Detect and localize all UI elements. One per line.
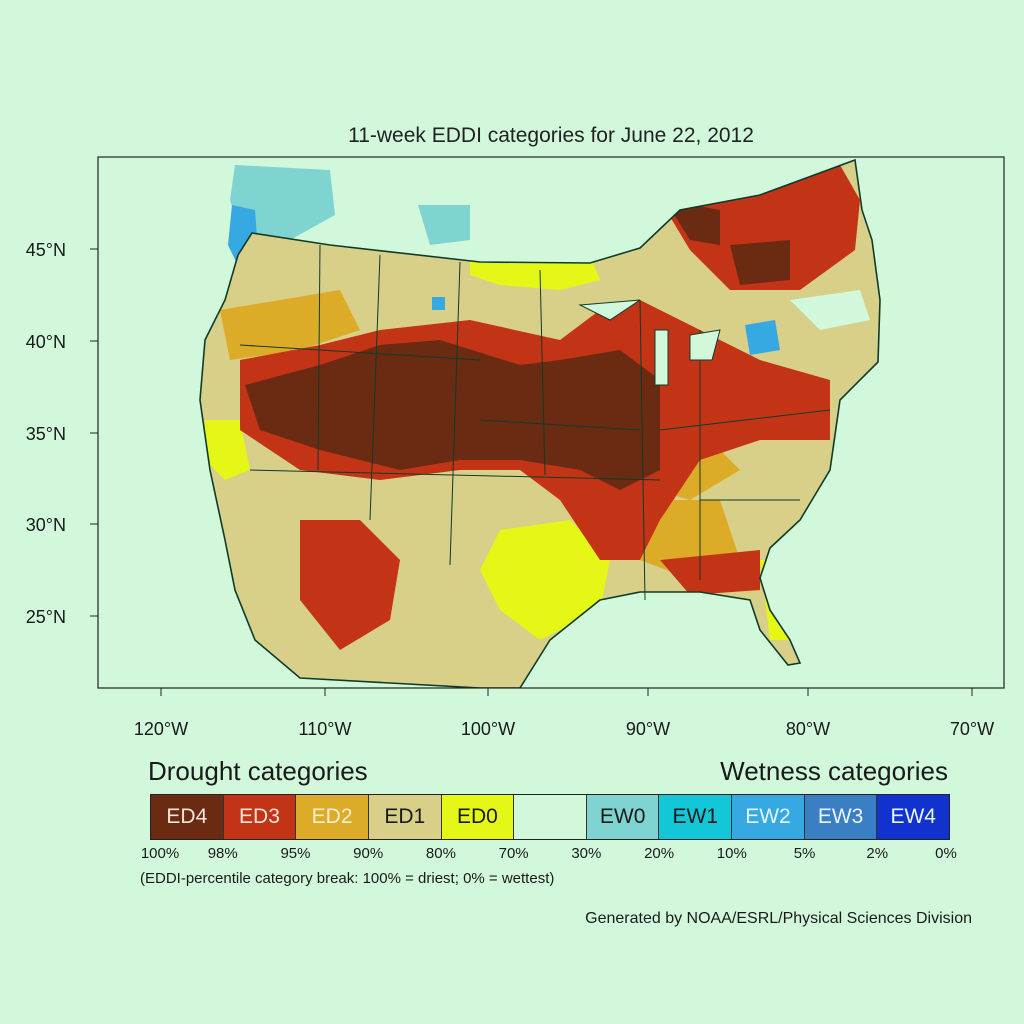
lat-tick-label: 45°N: [26, 240, 66, 260]
ed2-great-basin: [220, 290, 360, 360]
percent-break-label: 30%: [571, 845, 602, 862]
percent-break-label: 100%: [140, 845, 180, 862]
lon-tick-label: 100°W: [461, 719, 515, 739]
ed4-core-region: [245, 340, 660, 490]
category-legend-bar: ED4 ED3 ED2 ED1 ED0 EW0 EW1 EW2 EW3 EW4: [150, 794, 950, 840]
percent-break-label: 2%: [866, 845, 889, 862]
ed0-northern-plains: [470, 255, 600, 290]
legend-cell-ed4: ED4: [151, 795, 224, 839]
lon-tick-label: 120°W: [134, 719, 188, 739]
percent-break-label: 90%: [353, 845, 384, 862]
percent-break-label: 95%: [280, 845, 311, 862]
neutral-patch-northeast: [790, 290, 870, 330]
wet-patch-northwest: [230, 165, 335, 245]
legend-cell-ed0: ED0: [441, 795, 515, 839]
wet-patch-ontario: [745, 320, 780, 355]
percent-break-label: 5%: [793, 845, 816, 862]
legend-cell-ew4: EW4: [877, 795, 950, 839]
lat-tick-label: 30°N: [26, 515, 66, 535]
percent-break-label: 10%: [716, 845, 747, 862]
state-borders: [239, 244, 831, 601]
legend-cell-neutral: [514, 795, 587, 839]
coastline-outline: [199, 158, 881, 688]
percent-break-label: 0%: [935, 845, 957, 862]
legend-cell-ed3: ED3: [223, 795, 297, 839]
legend-cell-ew1: EW1: [659, 795, 733, 839]
ed3-mexico-northwest: [300, 520, 400, 650]
ed3-gulf-coast: [660, 550, 760, 595]
wetness-categories-title: Wetness categories: [720, 756, 948, 786]
lake-michigan: [654, 329, 669, 386]
percent-break-label: 70%: [498, 845, 529, 862]
legend-cell-ew2: EW2: [732, 795, 805, 839]
longitude-ticks: 120°W 110°W 100°W 90°W 80°W 70°W: [134, 688, 994, 739]
ed0-texas: [480, 520, 610, 640]
lake-superior: [578, 299, 641, 321]
lon-tick-label: 80°W: [786, 719, 830, 739]
legend-cell-ed1: ED1: [368, 795, 442, 839]
percent-break-label: 98%: [207, 845, 238, 862]
ed0-california: [205, 420, 250, 480]
percent-break-label: 20%: [644, 845, 675, 862]
lon-tick-label: 90°W: [626, 719, 670, 739]
wet-patch-dakota: [432, 297, 445, 310]
percent-break-label: 80%: [425, 845, 456, 862]
latitude-ticks: 45°N 40°N 35°N 30°N 25°N: [26, 240, 98, 627]
legend-cell-ew3: EW3: [804, 795, 878, 839]
legend-cell-ew0: EW0: [586, 795, 660, 839]
lake-huron: [689, 329, 721, 361]
lat-tick-label: 35°N: [26, 424, 66, 444]
category-breaks-note: (EDDI-percentile category break: 100% = …: [140, 870, 555, 887]
lon-tick-label: 110°W: [299, 719, 352, 739]
ed4-ontario-south: [730, 240, 790, 285]
lon-tick-label: 70°W: [950, 719, 994, 739]
lat-tick-label: 40°N: [26, 332, 66, 352]
credit-line: Generated by NOAA/ESRL/Physical Sciences…: [585, 910, 972, 927]
lat-tick-label: 25°N: [26, 607, 66, 627]
wet-patch-canada: [418, 205, 470, 245]
map-axes-frame: [97, 156, 1005, 689]
map-title: 11-week EDDI categories for June 22, 201…: [348, 124, 754, 147]
legend-cell-ed2: ED2: [296, 795, 369, 839]
drought-categories-title: Drought categories: [148, 756, 368, 786]
